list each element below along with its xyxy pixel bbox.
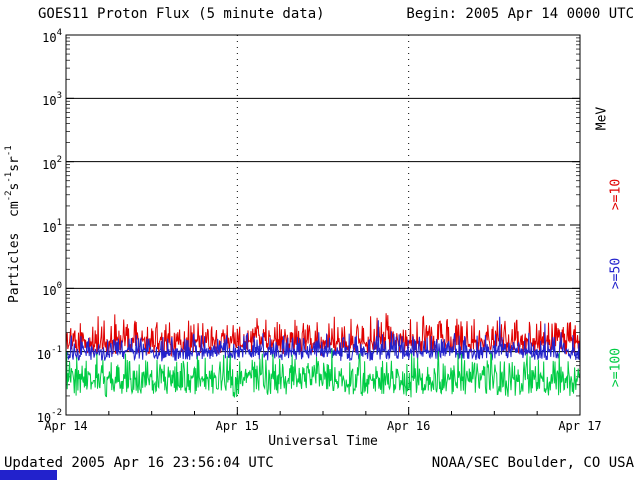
plot-frame [65, 34, 581, 416]
x-tick-label: Apr 14 [44, 419, 88, 433]
y-tick-label: 101 [42, 218, 62, 235]
x-tick-label: Apr 17 [558, 419, 602, 433]
updated-timestamp: Updated 2005 Apr 16 23:56:04 UTC [4, 455, 274, 471]
begin-timestamp: Begin: 2005 Apr 14 0000 UTC [406, 6, 634, 22]
legend-label-100: >=100 [608, 348, 624, 388]
y-tick-label: 104 [42, 28, 62, 45]
x-tick-label: Apr 16 [386, 419, 431, 433]
y-axis-label: Particles cm-2s-1sr-1 [3, 145, 23, 304]
flux-series-ge50 [65, 316, 581, 362]
y-tick-label: 102 [42, 154, 62, 172]
flux-series-ge10 [65, 313, 581, 358]
footer-accent-bar [0, 470, 57, 480]
chart-title: GOES11 Proton Flux (5 minute data) [38, 6, 325, 22]
flux-series-ge100 [65, 348, 581, 398]
x-tick-label: Apr 15 [215, 419, 259, 433]
y-tick-label: 10-1 [36, 344, 62, 362]
y-tick-label: 100 [42, 281, 62, 299]
legend-label-mev: MeV [594, 106, 610, 131]
y-tick-label: 103 [42, 91, 62, 109]
y-tick-label: 10-2 [36, 408, 62, 425]
credit-text: NOAA/SEC Boulder, CO USA [431, 455, 634, 471]
x-axis-label: Universal Time [268, 434, 378, 449]
